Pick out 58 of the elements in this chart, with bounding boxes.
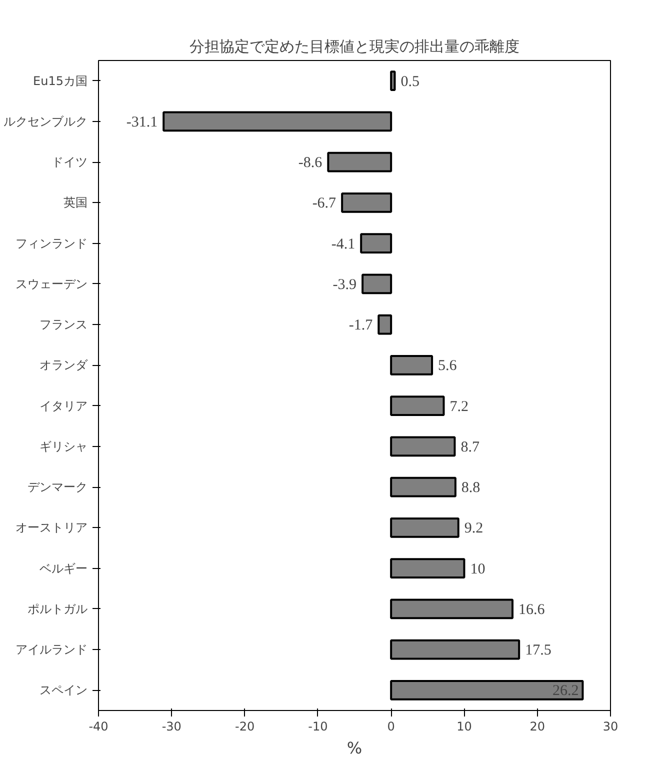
bar — [362, 274, 392, 294]
y-tick-label: ポルトガル — [28, 602, 88, 616]
data-label: -6.7 — [312, 196, 337, 212]
bar — [390, 436, 456, 457]
bar — [390, 639, 520, 660]
data-label: 5.6 — [438, 358, 458, 374]
bar — [390, 396, 445, 416]
bar — [341, 192, 392, 213]
y-tick-label: ルクセンブルク — [4, 114, 88, 128]
x-tick-label: 30 — [602, 720, 618, 734]
y-tick-label: ドイツ — [52, 155, 88, 170]
bar — [162, 111, 392, 132]
y-tick-label: ベルギー — [40, 561, 88, 576]
y-tick-label: オランダ — [40, 358, 88, 372]
bar — [390, 598, 514, 620]
bar — [390, 680, 584, 700]
data-label: -31.1 — [126, 114, 158, 130]
bar — [390, 355, 434, 376]
y-tick-label: スウェーデン — [16, 276, 88, 291]
y-tick-label: イタリア — [40, 398, 88, 413]
x-tick-label: 10 — [456, 720, 472, 734]
bar — [327, 152, 392, 172]
data-label: 26.2 — [552, 683, 579, 700]
data-label: 8.8 — [461, 480, 480, 496]
bar — [390, 558, 466, 578]
data-label: 17.5 — [525, 642, 552, 659]
x-tick-label: -40 — [88, 720, 108, 734]
data-label: 0.5 — [400, 74, 420, 90]
data-label: -4.1 — [331, 236, 356, 252]
y-tick-label: アイルランド — [16, 642, 88, 657]
y-tick-label: 英国 — [64, 196, 88, 210]
x-axis-title: % — [346, 738, 362, 758]
x-tick-label: -20 — [234, 720, 255, 734]
data-label: 8.7 — [460, 439, 480, 456]
y-tick-label: オーストリア — [16, 520, 88, 535]
x-tick-label: -30 — [162, 720, 182, 734]
y-tick-label: スペイン — [40, 683, 88, 698]
y-tick-label: デンマーク — [28, 480, 88, 494]
y-tick-label: フランス — [40, 318, 88, 332]
data-label: 9.2 — [464, 520, 484, 537]
x-tick-label: 0 — [387, 720, 395, 734]
data-label: -3.9 — [332, 276, 357, 293]
chart-title: 分担協定で定めた目標値と現実の排出量の乖離度 — [190, 38, 520, 56]
x-tick-label: -10 — [308, 720, 328, 734]
data-label: 16.6 — [518, 602, 546, 618]
bar — [390, 518, 460, 538]
bar — [360, 233, 392, 254]
y-tick-label: ギリシャ — [40, 439, 88, 454]
data-label: 10 — [470, 561, 486, 578]
bar — [378, 314, 392, 335]
x-tick-label: 20 — [530, 720, 546, 734]
y-tick-label: Eu15カ国 — [33, 74, 88, 88]
data-label: -1.7 — [348, 318, 374, 334]
y-tick-label: フィンランド — [16, 236, 88, 250]
bar — [390, 70, 396, 91]
bar — [390, 476, 456, 498]
data-label: 7.2 — [450, 398, 468, 415]
data-label: -8.6 — [298, 155, 323, 172]
